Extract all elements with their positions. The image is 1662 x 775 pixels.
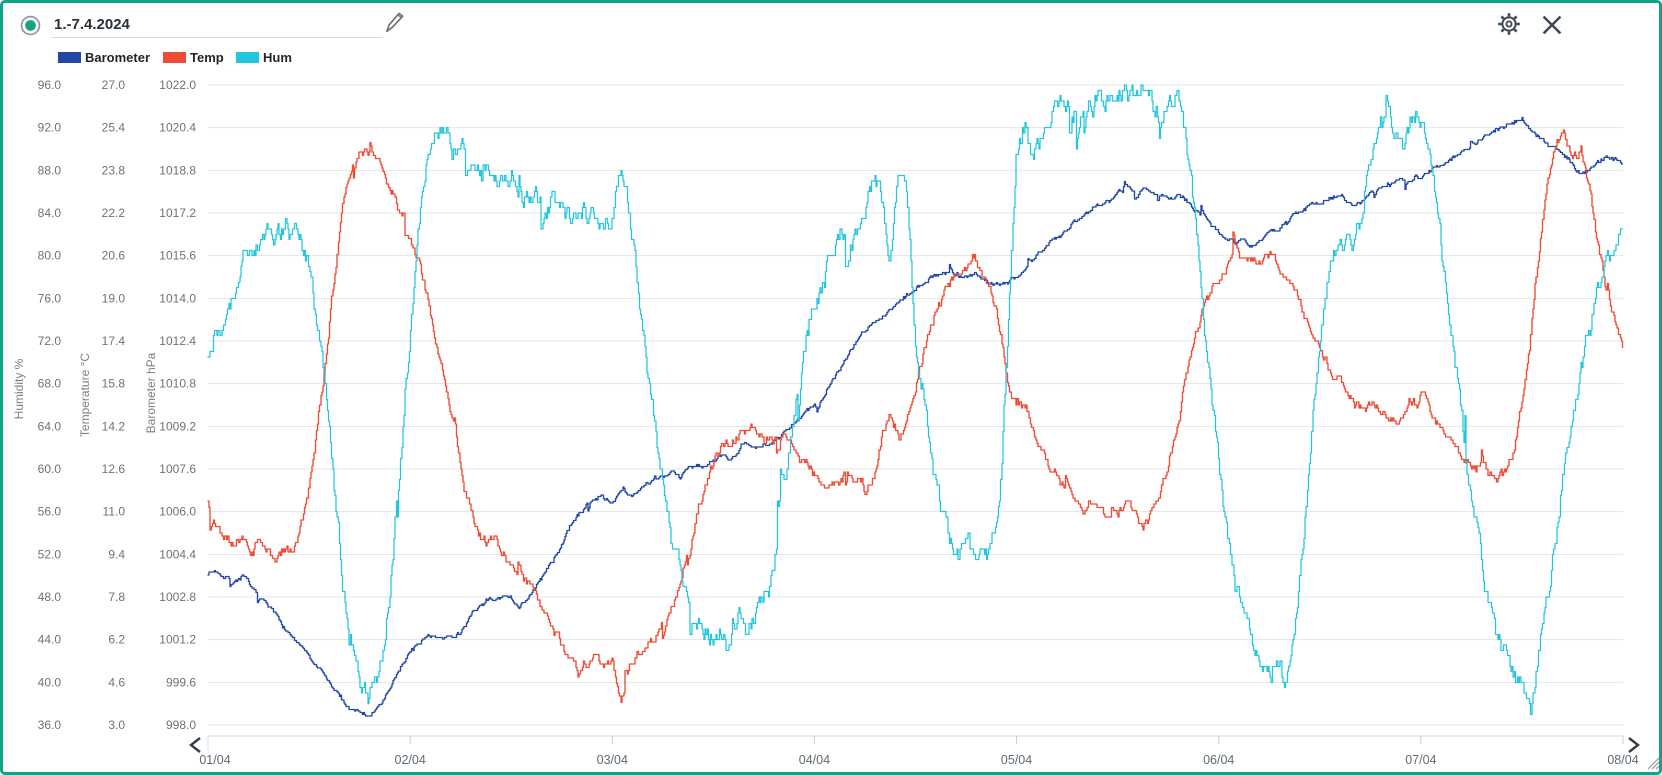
y-tick-label: 1006.0 (159, 505, 196, 519)
hum-swatch-icon (236, 51, 259, 63)
y-tick-label: 88.0 (38, 163, 62, 177)
y-tick-label: 1020.4 (159, 121, 196, 135)
y-tick-label: 1015.6 (159, 249, 196, 263)
y-tick-label: 96.0 (38, 78, 62, 92)
y-tick-label: 15.8 (102, 377, 126, 391)
y-axis-title: Barometer hPa (144, 352, 158, 433)
series-line-hum (207, 84, 1624, 716)
legend-item-temp[interactable]: Temp (163, 50, 236, 65)
y-tick-label: 60.0 (38, 462, 62, 476)
y-tick-label: 25.4 (102, 121, 126, 135)
resize-handle-icon[interactable] (1647, 757, 1659, 770)
legend-label: Barometer (85, 49, 151, 65)
y-tick-label: 23.8 (102, 163, 126, 177)
y-tick-label: 36.0 (38, 718, 62, 732)
y-tick-label: 1018.8 (159, 163, 196, 177)
x-tick-label: 04/04 (799, 753, 830, 767)
legend-item-barometer[interactable]: Barometer (58, 50, 163, 65)
y-tick-label: 76.0 (38, 291, 62, 305)
y-tick-label: 1004.4 (159, 547, 196, 561)
y-tick-label: 20.6 (102, 249, 126, 263)
y-tick-label: 92.0 (38, 121, 62, 135)
y-tick-label: 1001.2 (159, 633, 196, 647)
x-tick-label: 07/04 (1405, 753, 1436, 767)
y-tick-label: 4.6 (108, 675, 125, 689)
y-tick-label: 999.6 (166, 675, 196, 689)
y-tick-label: 1002.8 (159, 590, 196, 604)
edit-icon[interactable] (382, 11, 406, 35)
x-tick-label: 05/04 (1001, 753, 1032, 767)
legend-item-hum[interactable]: Hum (236, 50, 296, 65)
legend-label: Hum (263, 49, 292, 65)
y-tick-label: 12.6 (102, 462, 126, 476)
legend: Barometer Temp Hum (58, 49, 296, 65)
y-tick-label: 6.2 (108, 633, 125, 647)
next-page-chevron-icon[interactable] (1628, 737, 1640, 753)
x-tick-label: 01/04 (199, 753, 230, 767)
x-tick-label: 03/04 (597, 753, 628, 767)
series-line-barometer (207, 116, 1624, 717)
y-tick-label: 68.0 (38, 377, 62, 391)
y-tick-label: 1014.0 (159, 291, 196, 305)
y-tick-label: 7.8 (108, 590, 125, 604)
legend-label: Temp (190, 49, 224, 65)
y-tick-label: 14.2 (102, 419, 126, 433)
x-tick-label: 08/04 (1607, 753, 1638, 767)
y-tick-label: 27.0 (102, 78, 126, 92)
y-tick-label: 56.0 (38, 505, 62, 519)
gear-icon[interactable] (1497, 12, 1521, 36)
barometer-swatch-icon (58, 51, 81, 63)
y-tick-label: 1017.2 (159, 206, 196, 220)
y-tick-label: 80.0 (38, 249, 62, 263)
y-tick-label: 22.2 (102, 206, 126, 220)
field-underline (51, 37, 383, 38)
y-tick-label: 72.0 (38, 334, 62, 348)
temp-swatch-icon (163, 51, 186, 63)
radio-indicator-icon[interactable] (20, 15, 41, 36)
y-tick-label: 11.0 (103, 505, 126, 519)
weather-chart: 96.0 27.0 1022.0 92.0 25.4 1020.4 88.0 23.8 1018… (12, 78, 1659, 770)
y-tick-label: 1009.2 (159, 419, 196, 433)
y-tick-label: 84.0 (38, 206, 62, 220)
y-axis-title: Temperature °C (78, 353, 92, 437)
y-tick-label: 40.0 (38, 675, 62, 689)
y-tick-label: 19.0 (102, 291, 126, 305)
x-tick-label: 06/04 (1203, 753, 1234, 767)
x-tick-label: 02/04 (395, 753, 426, 767)
y-tick-label: 1007.6 (159, 462, 196, 476)
y-tick-label: 1012.4 (159, 334, 196, 348)
prev-page-chevron-icon[interactable] (189, 737, 201, 753)
y-tick-label: 64.0 (38, 419, 62, 433)
y-tick-label: 1010.8 (159, 377, 196, 391)
close-icon[interactable] (1540, 13, 1564, 37)
y-axis-title: Humidity % (12, 358, 26, 419)
y-tick-label: 52.0 (38, 547, 62, 561)
y-tick-label: 9.4 (108, 547, 125, 561)
y-tick-label: 44.0 (38, 633, 62, 647)
y-tick-label: 17.4 (102, 334, 126, 348)
date-range-title[interactable]: 1.-7.4.2024 (54, 16, 130, 33)
y-tick-label: 48.0 (38, 590, 62, 604)
date-range-field[interactable]: 1.-7.4.2024 (51, 13, 385, 39)
series-line-temp (207, 129, 1624, 704)
y-tick-label: 3.0 (108, 718, 125, 732)
title-bar: 1.-7.4.2024 (3, 3, 1659, 45)
y-tick-label: 998.0 (166, 718, 196, 732)
y-tick-label: 1022.0 (159, 78, 196, 92)
